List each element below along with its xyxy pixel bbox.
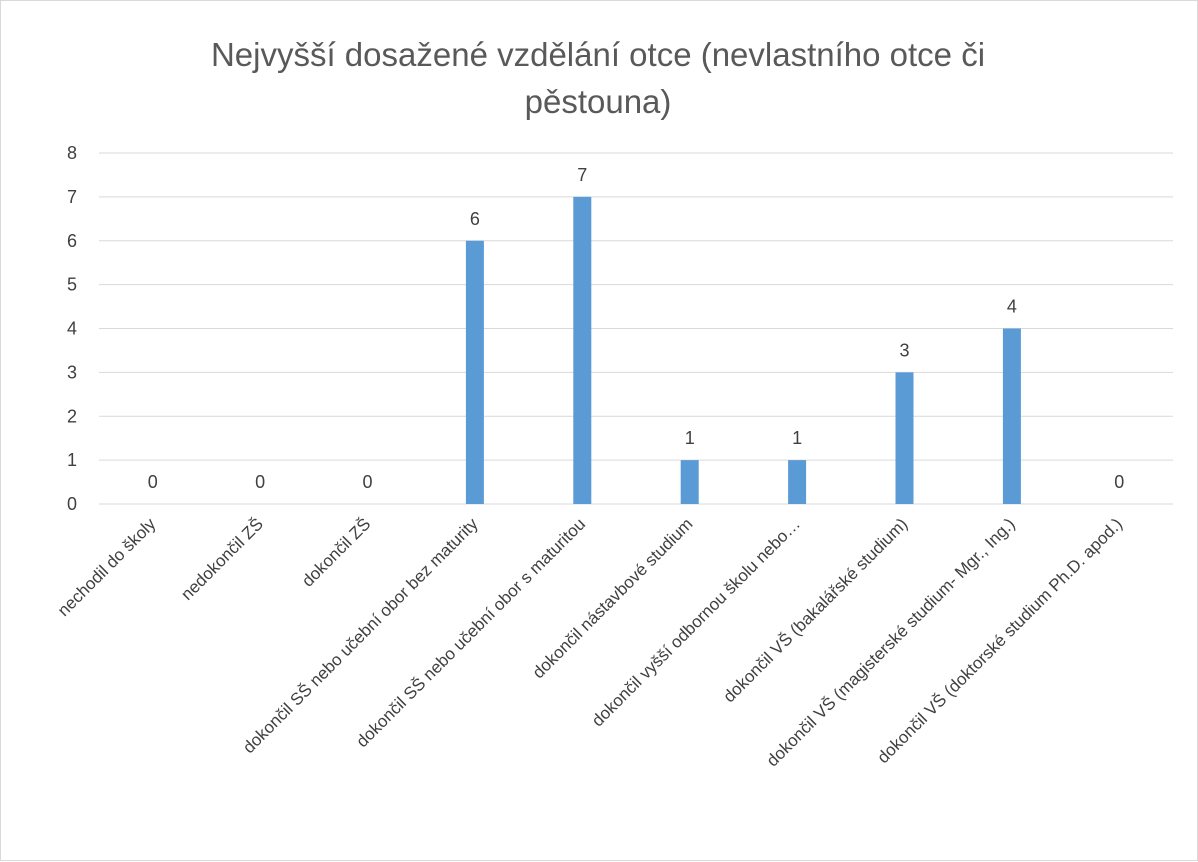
y-tick-label: 4 bbox=[67, 319, 77, 339]
bar bbox=[1002, 328, 1021, 504]
y-tick-label: 8 bbox=[67, 143, 77, 163]
data-labels: 0 0 0 6 7 1 1 3 4 0 bbox=[148, 165, 1125, 492]
y-tick-label: 6 bbox=[67, 231, 77, 251]
x-category-label: dokončil VŠ (doktorské studium Ph.D. apo… bbox=[873, 514, 1126, 767]
bar bbox=[573, 196, 592, 504]
x-category-label: nechodil do školy bbox=[54, 514, 160, 620]
y-tick-label: 0 bbox=[67, 494, 77, 514]
x-category-label: dokončil VŠ (magisterské studium- Mgr., … bbox=[763, 514, 1019, 770]
data-label: 0 bbox=[362, 472, 372, 492]
chart-title: Nejvyšší dosažené vzdělání otce (nevlast… bbox=[211, 36, 985, 120]
bar bbox=[465, 240, 484, 504]
bars bbox=[465, 196, 1021, 504]
x-category-label: dokončil SŠ nebo učební obor s maturitou bbox=[353, 514, 590, 751]
data-label: 6 bbox=[470, 209, 480, 229]
data-label: 3 bbox=[899, 340, 909, 360]
data-label: 0 bbox=[148, 472, 158, 492]
bar bbox=[895, 372, 914, 504]
data-label: 1 bbox=[685, 428, 695, 448]
y-axis-ticks: 0 1 2 3 4 5 6 7 8 bbox=[67, 143, 77, 514]
x-category-label: dokončil ZŠ bbox=[298, 514, 374, 590]
y-tick-label: 7 bbox=[67, 187, 77, 207]
data-label: 0 bbox=[1114, 472, 1124, 492]
y-tick-label: 5 bbox=[67, 275, 77, 295]
x-category-label: dokončil VŠ (bakalářské studium) bbox=[720, 514, 912, 706]
y-tick-label: 2 bbox=[67, 406, 77, 426]
bar bbox=[680, 460, 699, 504]
y-tick-label: 1 bbox=[67, 450, 77, 470]
x-category-label: nedokončil ZŠ bbox=[177, 514, 267, 604]
x-category-label: dokončil SŠ nebo učební obor bez maturit… bbox=[239, 514, 482, 757]
gridlines bbox=[99, 152, 1173, 505]
chart-title-line-2: pěstouna) bbox=[525, 83, 672, 120]
data-label: 7 bbox=[577, 165, 587, 185]
data-label: 4 bbox=[1007, 297, 1017, 317]
x-axis-categories: nechodil do školy nedokončil ZŠ dokončil Z… bbox=[54, 514, 1126, 770]
x-category-label: dokončil vyšší odbornou školu nebo… bbox=[588, 514, 804, 730]
bar bbox=[788, 460, 807, 504]
data-label: 1 bbox=[792, 428, 802, 448]
data-label: 0 bbox=[255, 472, 265, 492]
y-tick-label: 3 bbox=[67, 362, 77, 382]
chart-title-line-1: Nejvyšší dosažené vzdělání otce (nevlast… bbox=[211, 36, 985, 73]
